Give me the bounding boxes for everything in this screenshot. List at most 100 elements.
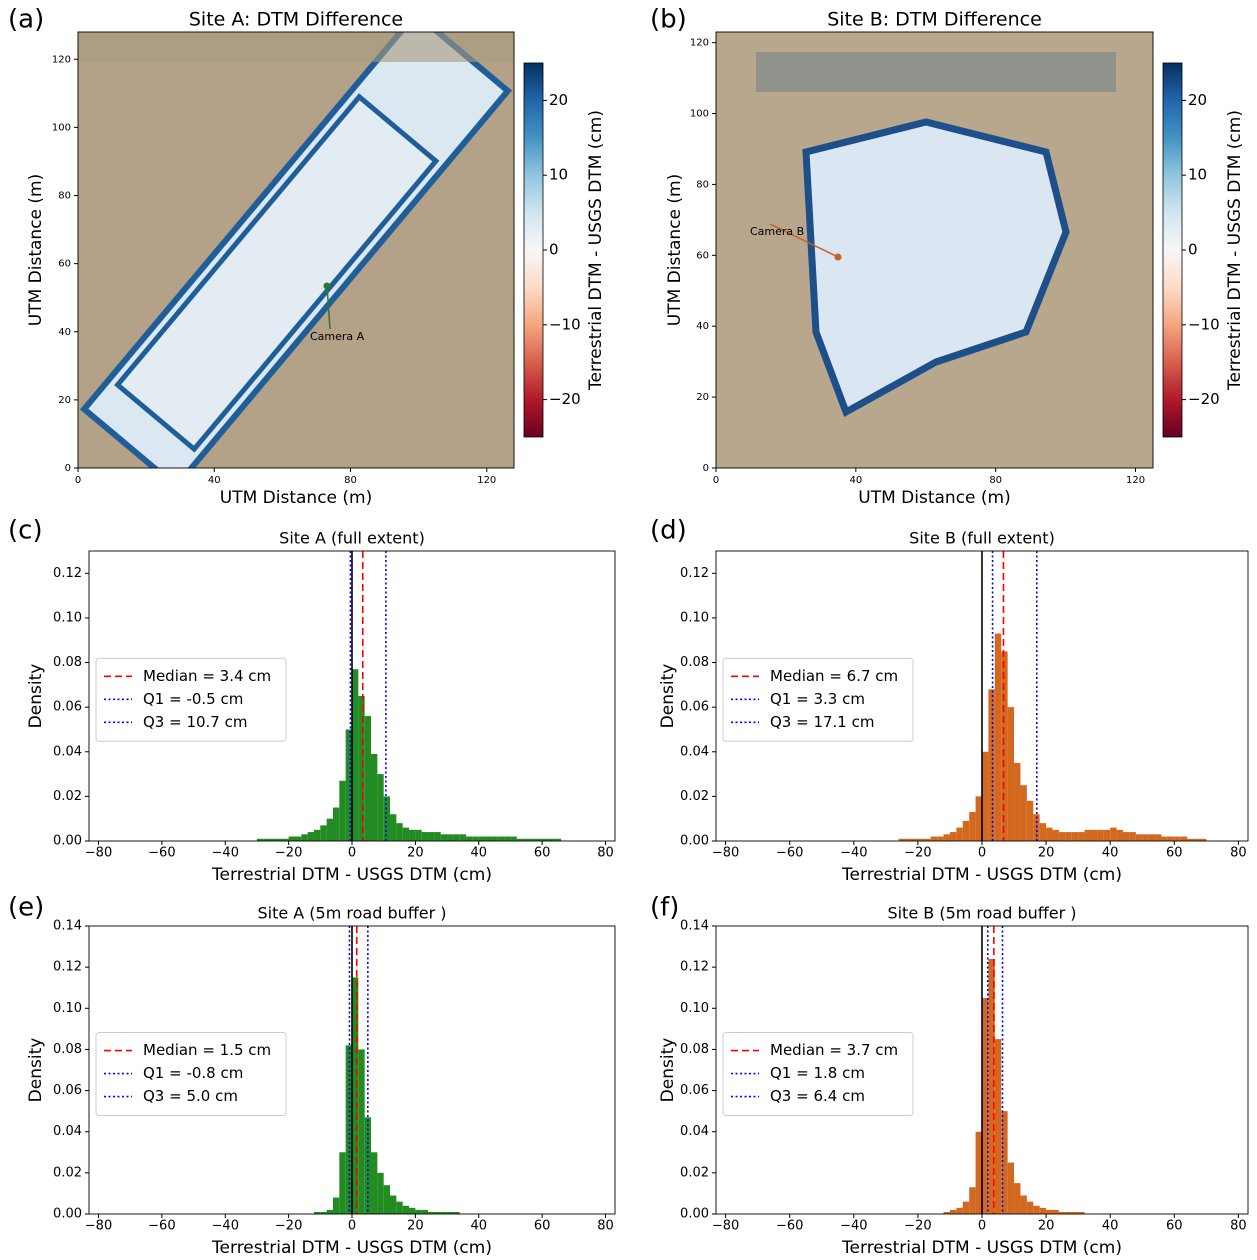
x-tick-label: 80: [989, 475, 1002, 486]
x-tick-label: 40: [1102, 846, 1119, 861]
x-tick-label: 80: [597, 1219, 614, 1234]
page: (a)Site A: DTM DifferenceUTM Distance (m…: [0, 0, 1257, 1260]
histogram-bar: [371, 754, 377, 841]
histogram-bar: [950, 832, 956, 841]
histogram-bar: [415, 830, 421, 841]
y-tick-label: 0.14: [680, 919, 709, 934]
legend-label: Q1 = -0.5 cm: [143, 690, 243, 708]
panel-label: (f): [650, 893, 679, 923]
colorbar-label: Terrestrial DTM - USGS DTM (cm): [1225, 110, 1245, 391]
histogram-bar: [1072, 832, 1078, 841]
y-tick-label: 0.10: [53, 610, 82, 625]
histogram-bar: [358, 696, 364, 841]
x-tick-label: 80: [1230, 1219, 1247, 1234]
y-tick-label: 0.10: [53, 1001, 82, 1016]
y-tick-label: 0.04: [53, 1124, 82, 1139]
legend-label: Q3 = 6.4 cm: [770, 1087, 865, 1105]
y-tick-label: 0.00: [53, 834, 82, 849]
y-tick-label: 0.14: [53, 919, 82, 934]
histogram-bar: [956, 828, 962, 841]
histogram-bar: [422, 1210, 428, 1214]
histogram-bar: [995, 634, 1001, 841]
y-tick-label: 0.04: [53, 744, 82, 759]
y-axis-label: UTM Distance (m): [665, 174, 685, 326]
y-tick-label: 20: [58, 395, 71, 406]
histogram-bar: [447, 834, 453, 841]
histogram-bar: [358, 1049, 364, 1214]
y-tick-label: 0: [65, 463, 71, 474]
histogram-bar: [339, 781, 345, 841]
x-tick-label: 0: [713, 475, 719, 486]
histogram-bar: [1168, 837, 1174, 841]
colorbar-tick-label: −10: [549, 315, 581, 333]
chart-title: Site A (5m road buffer ): [257, 904, 446, 923]
histogram-bar: [969, 812, 975, 841]
y-tick-label: 0.02: [680, 789, 709, 804]
legend-label: Median = 3.7 cm: [770, 1041, 898, 1059]
x-tick-label: 60: [1166, 846, 1183, 861]
x-tick-label: 60: [534, 846, 551, 861]
y-tick-label: 0.10: [680, 1001, 709, 1016]
x-tick-label: 60: [534, 1219, 551, 1234]
x-axis-label: Terrestrial DTM - USGS DTM (cm): [211, 865, 492, 885]
y-tick-label: 0.08: [680, 1042, 709, 1057]
histogram-bar: [1123, 832, 1129, 841]
histogram-bar: [944, 834, 950, 841]
histogram-bar: [339, 1152, 345, 1214]
histogram-bar: [460, 834, 466, 841]
histogram-bar: [1033, 1206, 1039, 1214]
y-axis-label: Density: [658, 1038, 678, 1103]
x-tick-label: −40: [212, 1219, 239, 1234]
legend-label: Q1 = -0.8 cm: [143, 1064, 243, 1082]
histogram-bar: [466, 837, 472, 841]
x-tick-label: −40: [840, 1219, 867, 1234]
legend-label: Q1 = 3.3 cm: [770, 690, 865, 708]
histogram-bar: [1027, 1202, 1033, 1214]
histogram-bar: [982, 752, 988, 841]
histogram-bar: [314, 830, 320, 841]
y-tick-label: 0.00: [53, 1207, 82, 1222]
panel-label: (b): [650, 5, 687, 35]
histogram-bar: [1008, 707, 1014, 841]
legend-label: Q3 = 17.1 cm: [770, 713, 874, 731]
x-tick-label: 20: [1038, 1219, 1055, 1234]
histogram-bar: [1053, 830, 1059, 841]
x-tick-label: 0: [348, 846, 356, 861]
histogram-bar: [504, 837, 510, 841]
y-tick-label: 40: [696, 321, 709, 332]
x-tick-label: −80: [712, 846, 739, 861]
x-tick-label: 120: [477, 475, 496, 486]
histogram-bar: [1001, 1111, 1007, 1214]
x-tick-label: 40: [1102, 1219, 1119, 1234]
histogram-bar: [931, 837, 937, 841]
x-tick-label: 40: [470, 846, 487, 861]
histogram-bar: [1053, 1210, 1059, 1214]
chart-title: Site B (5m road buffer ): [887, 904, 1076, 923]
histogram-bar: [320, 825, 326, 841]
colorbar-tick-label: −20: [1188, 390, 1220, 408]
figure: (a)Site A: DTM DifferenceUTM Distance (m…: [0, 0, 1257, 1260]
y-tick-label: 0.12: [53, 960, 82, 975]
histogram-bar: [1020, 1195, 1026, 1214]
histogram-bar: [956, 1208, 962, 1214]
x-tick-label: −80: [85, 846, 112, 861]
histogram-bar: [365, 716, 371, 841]
histogram-bar: [390, 1195, 396, 1214]
histogram-bar: [403, 1206, 409, 1214]
histogram-bar: [479, 837, 485, 841]
y-tick-label: 0.02: [680, 1165, 709, 1180]
x-tick-label: 80: [1230, 846, 1247, 861]
histogram-bar: [1110, 828, 1116, 841]
histogram-bar: [976, 796, 982, 841]
colorbar-tick-label: 10: [1188, 166, 1207, 184]
histogram-bar: [995, 1039, 1001, 1214]
colorbar-tick-label: 20: [549, 91, 568, 109]
legend-label: Median = 3.4 cm: [143, 667, 271, 685]
chart-title: Site B: DTM Difference: [827, 9, 1042, 31]
histogram-bar: [308, 832, 314, 841]
colorbar-label: Terrestrial DTM - USGS DTM (cm): [586, 110, 606, 391]
panel-label: (d): [650, 516, 687, 546]
x-axis-label: Terrestrial DTM - USGS DTM (cm): [211, 1238, 492, 1258]
histogram-bar: [1008, 1163, 1014, 1214]
histogram-bar: [390, 814, 396, 841]
